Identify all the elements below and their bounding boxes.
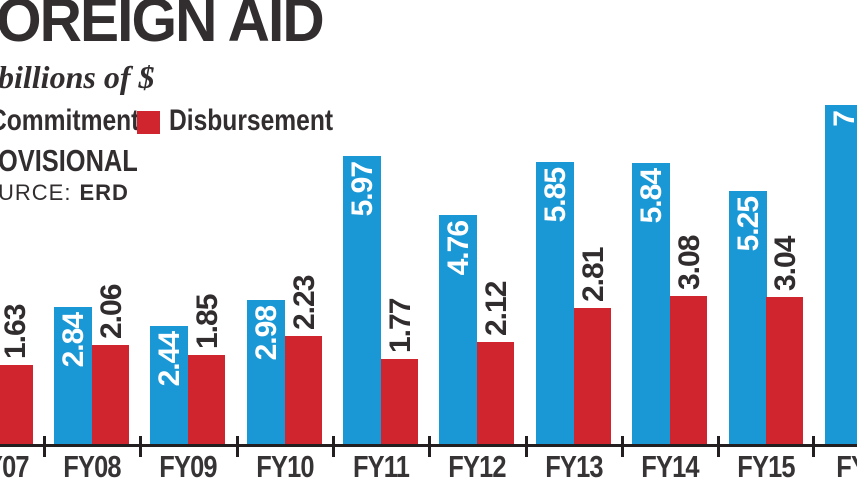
bar-disbursement-fy08: 2.06 [92,285,129,446]
bar-value-label: 2.12 [480,281,513,336]
axis-tick [428,436,431,457]
bar-value-label: 2.98 [250,306,283,361]
bar-disbursement-fy14: 3.08 [670,236,707,446]
bar-value-label: 3.04 [769,236,802,291]
x-axis-label-fy14: FY14 [641,449,699,484]
legend-commitment-label: Commitment [0,104,140,137]
x-axis-label-fy08: FY08 [63,449,121,484]
bar-commitment-fy13: 5.85 [536,162,574,446]
bar-disbursement-fy12: 2.12 [477,282,514,446]
bar-disbursement-fy11: 1.77 [381,299,418,446]
bar-value-label: 2.06 [95,284,128,339]
bar-value-label: 5.97 [346,162,379,217]
chart-unit-subtitle: billions of $ [0,59,155,95]
axis-tick [812,436,815,457]
bar-value-label: 2.84 [57,313,90,368]
bar-commitment-fy14: 5.84 [632,163,670,446]
bar-commitment-fy15: 5.25 [729,191,767,446]
axis-tick [43,436,46,457]
x-axis-label-fy15: FY15 [737,449,795,484]
source-line: URCE: ERD [0,182,129,204]
bar-disbursement-fy13: 2.81 [574,248,611,446]
bar-value-label: 3.08 [673,235,706,290]
x-axis-label-fy07: FY07 [0,449,30,484]
x-axis-label-fy11: FY11 [352,449,410,484]
bar-disbursement-fy10: 2.23 [285,276,322,446]
source-label: URCE: [0,180,72,205]
axis-tick [717,436,720,457]
x-axis-label-fy13: FY13 [545,449,603,484]
bar-commitment-fy10: 2.98 [247,300,285,446]
bar-value-label: 5.84 [635,169,668,224]
bar-value-label: 1.77 [384,298,417,353]
x-axis-label-fy16: FY16 [836,449,857,484]
axis-tick [525,436,528,457]
axis-tick [621,436,624,457]
bar-value-label: 2.44 [153,332,186,387]
axis-tick [236,436,239,457]
bar-value-label: 2.23 [288,275,321,330]
bar-disbursement-fy09: 1.85 [188,295,225,446]
bar-disbursement-fy15: 3.04 [766,237,803,446]
bar-disbursement-fy07: 1.63 [0,305,33,446]
page-title: OREIGN AID [0,0,325,54]
legend-disbursement-swatch [137,111,160,134]
x-axis-label-fy10: FY10 [256,449,314,484]
x-axis-label-fy09: FY09 [159,449,217,484]
bar-commitment-fy11: 5.97 [343,156,381,446]
source-value: ERD [79,180,129,205]
bar-commitment-fy12: 4.76 [439,215,477,446]
bar-value-label: 1.85 [191,294,224,349]
provisional-note: OVISIONAL [0,143,138,178]
bar-commitment-fy08: 2.84 [54,307,92,446]
bar-value-label: 1.63 [0,304,32,359]
bar-value-label: 7 [828,111,857,127]
bar-value-label: 5.25 [732,197,765,252]
bar-value-label: 2.81 [577,247,610,302]
bar-commitment-fy09: 2.44 [150,326,188,446]
legend-disbursement-label: Disbursement [169,104,334,137]
bar-value-label: 5.85 [539,168,572,223]
bar-commitment-fy16: 7 [825,105,857,446]
axis-tick [139,436,142,457]
bar-value-label: 4.76 [442,221,475,276]
axis-tick [332,436,335,457]
x-axis-label-fy12: FY12 [448,449,506,484]
